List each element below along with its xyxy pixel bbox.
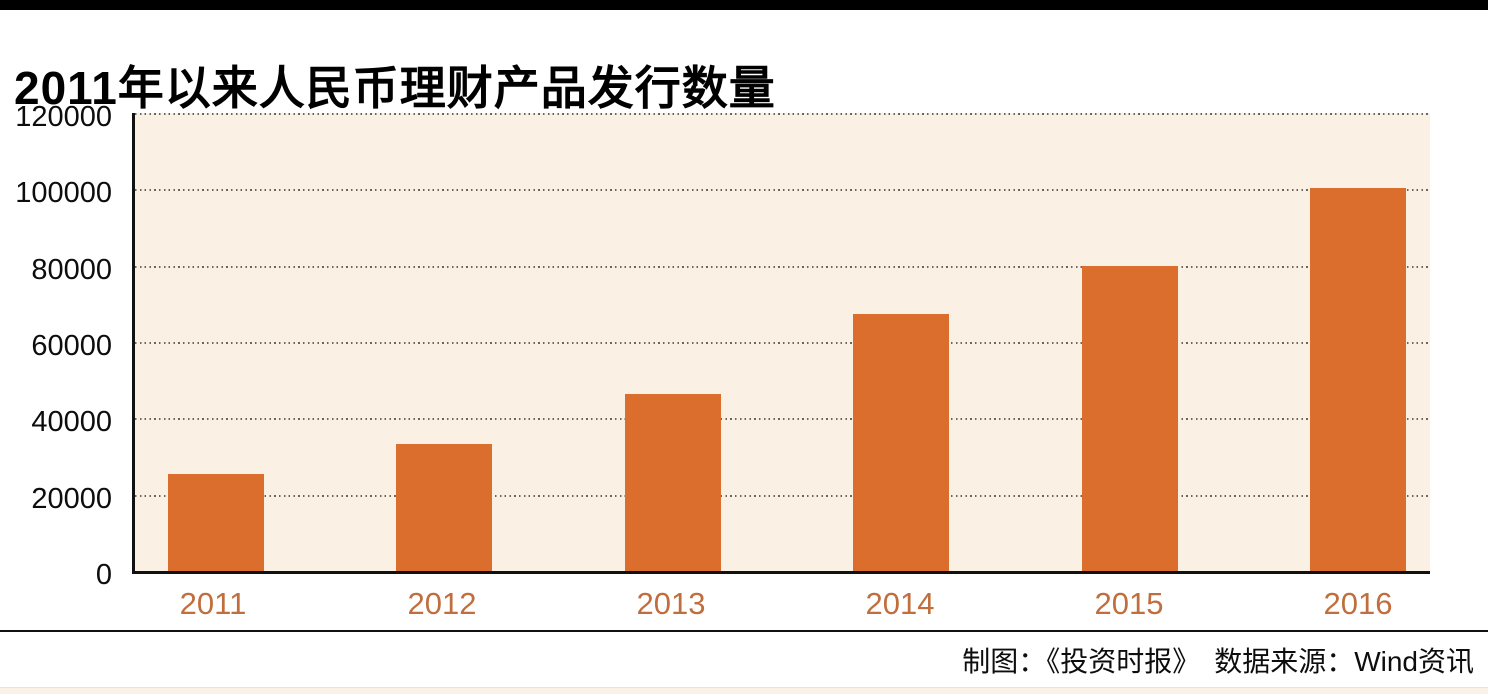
- y-tick-label-0: 0: [95, 559, 112, 591]
- bar-2011: [168, 473, 264, 571]
- bar-2012: [396, 443, 493, 571]
- bar-2016: [1309, 188, 1406, 571]
- bar-slot-2011: [168, 113, 264, 571]
- bars-row: [135, 113, 1430, 571]
- gridline-120000: [135, 113, 1430, 115]
- y-tick-label-40000: 40000: [31, 406, 112, 439]
- gridline-40000: [135, 418, 1430, 421]
- x-tick-label-2014: 2014: [865, 586, 935, 621]
- bar-slot-2013: [624, 113, 721, 571]
- bar-slot-2016: [1309, 113, 1406, 571]
- x-tick-label-2015: 2015: [1094, 586, 1164, 621]
- x-tick-label-2016: 2016: [1323, 586, 1393, 621]
- gridline-100000: [135, 189, 1430, 192]
- footer-credit: 制图：《投资时报》 数据来源：Wind资讯: [962, 646, 1474, 677]
- gridline-60000: [135, 342, 1430, 344]
- bar-2014: [853, 314, 950, 571]
- y-tick-label-20000: 20000: [31, 482, 112, 515]
- bar-chart: 120000 100000 80000 60000 40000 20000 0 2011 20…: [0, 101, 1488, 630]
- y-axis-labels: 120000 100000 80000 60000 40000 20000 0: [0, 101, 118, 630]
- x-axis-labels: 2011 2012 2013 2014 2015 2016: [132, 587, 1430, 621]
- bottom-strip: [0, 687, 1488, 694]
- footer-divider: [0, 630, 1488, 632]
- bar-2013: [624, 393, 721, 571]
- x-tick-label-2013: 2013: [636, 586, 706, 621]
- gridline-80000: [135, 265, 1430, 268]
- gridline-20000: [135, 494, 1430, 497]
- plot-area: [132, 113, 1430, 574]
- y-tick-label-120000: 120000: [15, 101, 112, 133]
- x-tick-label-2012: 2012: [407, 586, 477, 621]
- chart-title: 2011年以来人民币理财产品发行数量: [14, 61, 776, 114]
- y-tick-label-100000: 100000: [15, 177, 112, 210]
- x-tick-label-2011: 2011: [179, 586, 247, 621]
- top-accent-bar: [0, 0, 1488, 10]
- y-tick-label-60000: 60000: [31, 330, 112, 362]
- bar-slot-2015: [1081, 113, 1178, 571]
- bar-slot-2014: [853, 113, 950, 571]
- bar-slot-2012: [396, 113, 493, 571]
- y-tick-label-80000: 80000: [31, 253, 112, 286]
- bar-2015: [1081, 265, 1178, 571]
